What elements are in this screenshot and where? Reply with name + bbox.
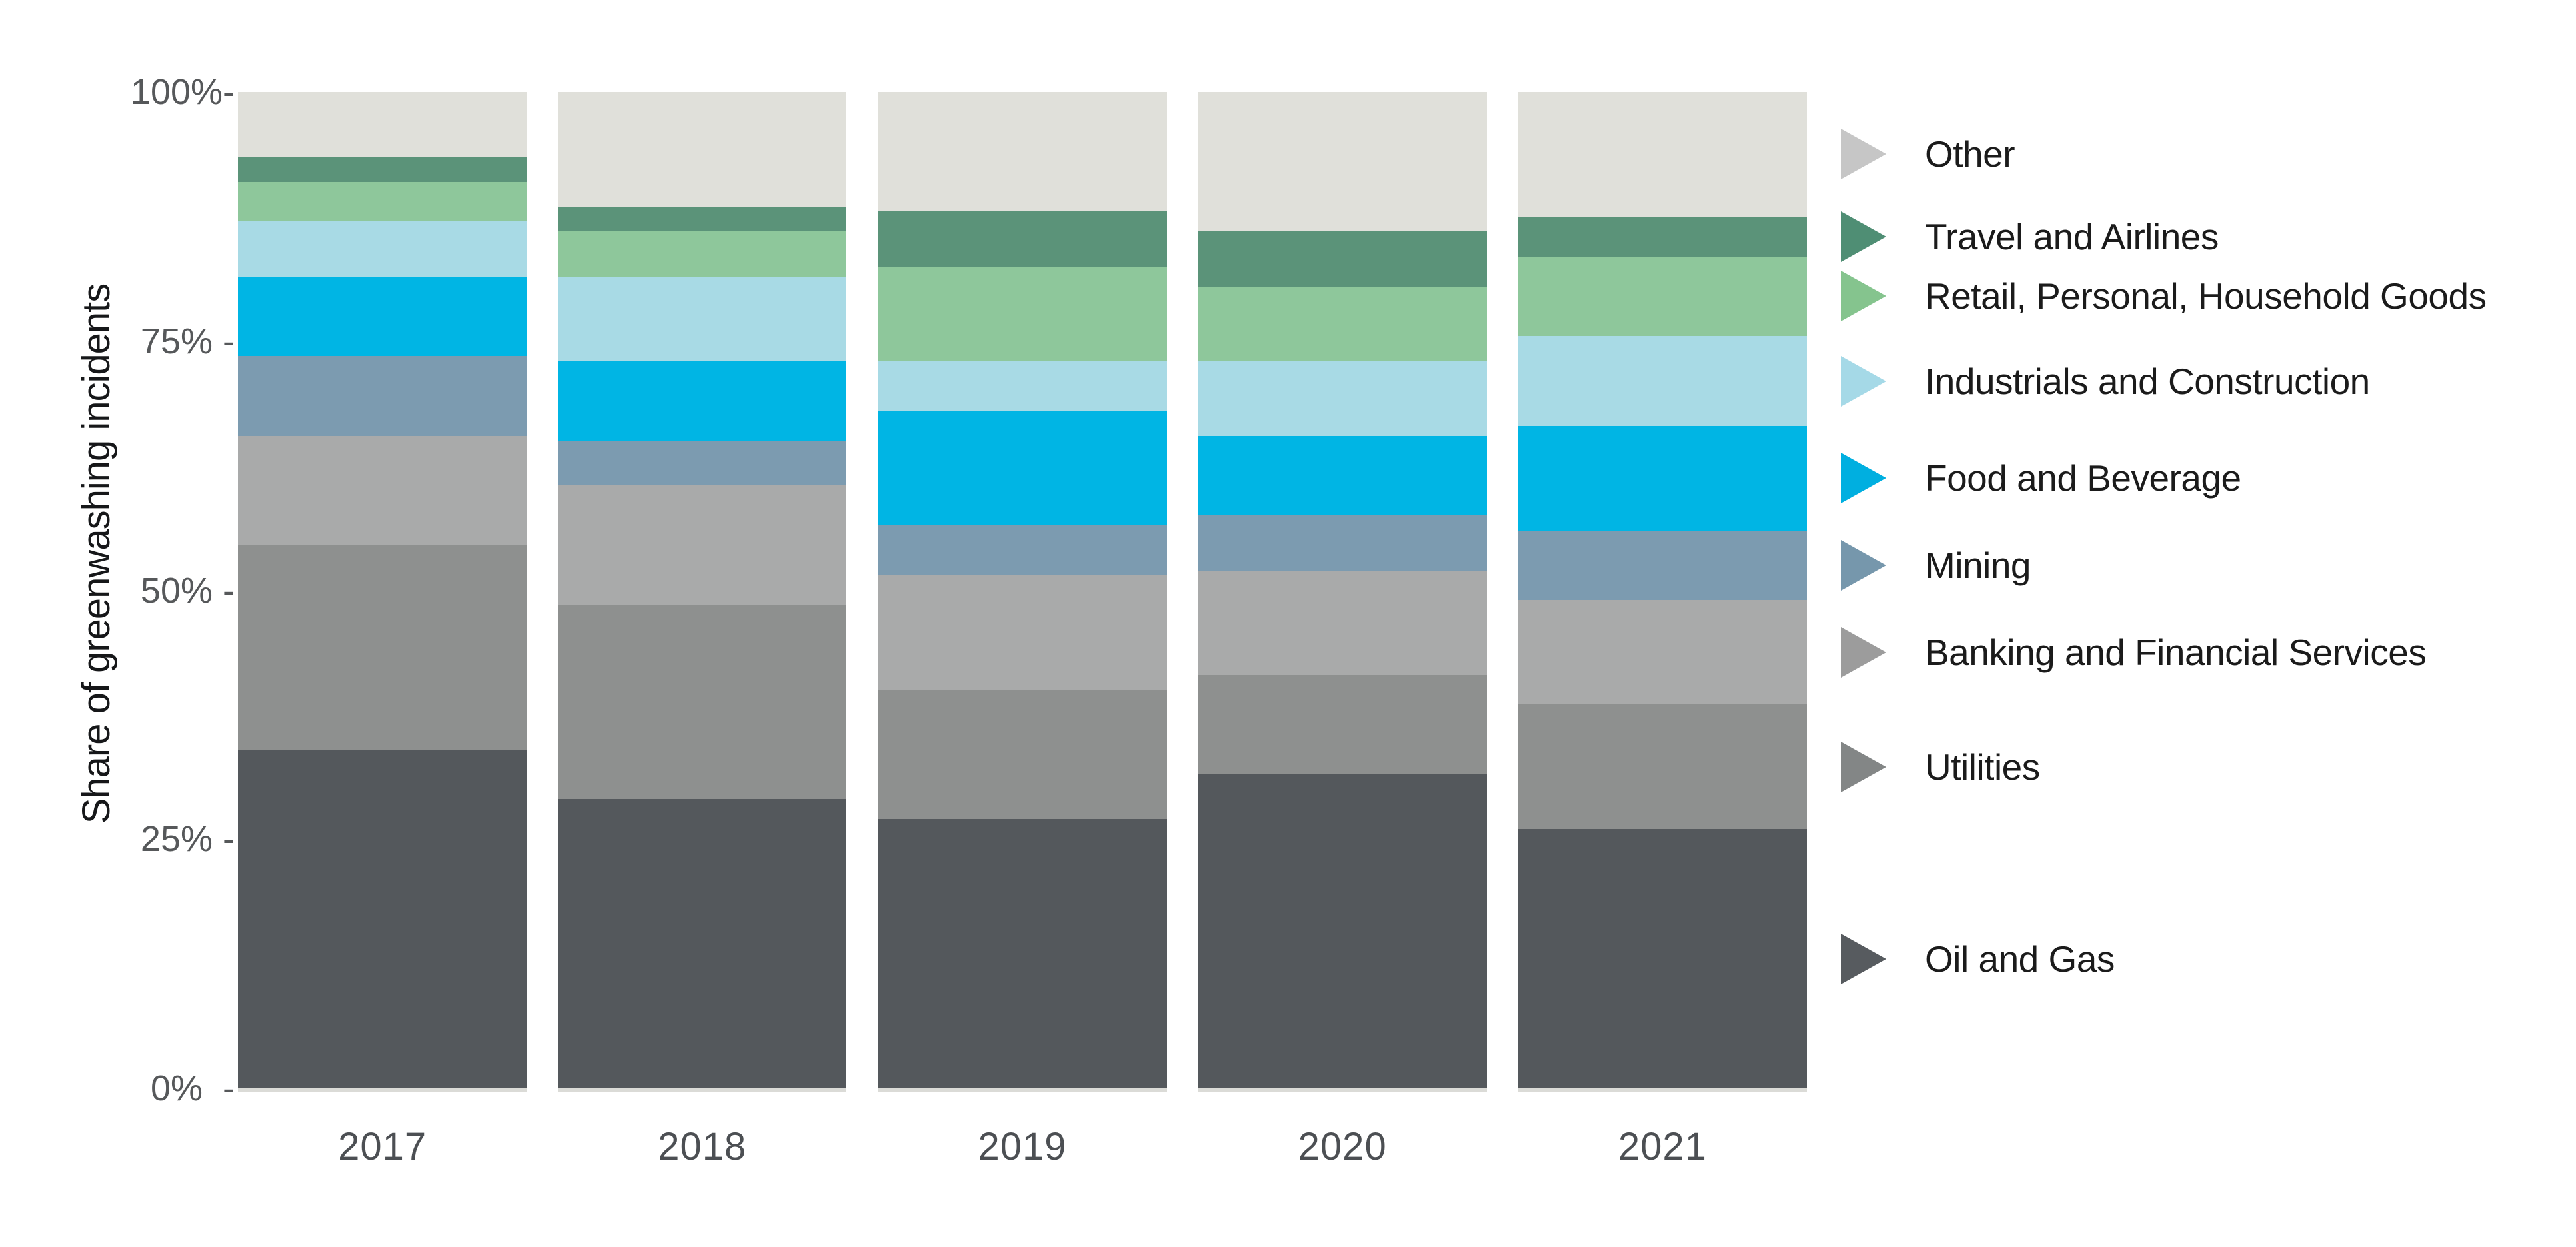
legend-item-banking-and-financial-services: Banking and Financial Services [1841,626,2427,678]
x-tick-label-2019: 2019 [978,1125,1067,1168]
segment-oil-and-gas-2020 [1198,774,1487,1088]
segment-food-and-beverage-2018 [558,361,847,441]
legend-label: Banking and Financial Services [1925,631,2427,673]
segment-retail-personal-household-goods-2021 [1518,256,1808,337]
legend-label: Travel and Airlines [1925,215,2219,257]
segment-oil-and-gas-2017 [238,749,527,1088]
legend-arrow-icon [1841,741,1886,792]
segment-utilities-2018 [558,605,847,800]
legend-item-utilities: Utilities [1841,741,2040,792]
segment-industrials-and-construction-2021 [1518,336,1808,426]
y-tick-label-0: 0% - [150,1068,235,1108]
segment-industrials-and-construction-2019 [878,361,1167,411]
legend-arrow-icon [1841,129,1886,180]
segment-mining-2017 [238,356,527,436]
segment-utilities-2019 [878,689,1167,820]
bar-2021 [1518,92,1808,1092]
segment-retail-personal-household-goods-2018 [558,231,847,277]
legend-arrow-icon [1841,626,1886,678]
legend-label: Industrials and Construction [1925,360,2370,402]
x-tick-label-2017: 2017 [338,1125,427,1168]
x-tick-label-2021: 2021 [1618,1125,1707,1168]
segment-food-and-beverage-2021 [1518,425,1808,531]
segment-industrials-and-construction-2018 [558,276,847,361]
legend-item-oil-and-gas: Oil and Gas [1841,933,2115,984]
segment-retail-personal-household-goods-2017 [238,181,527,222]
segment-mining-2019 [878,525,1167,576]
segment-oil-and-gas-2019 [878,819,1167,1088]
segment-banking-and-financial-services-2019 [878,575,1167,690]
legend-label: Retail, Personal, Household Goods [1925,275,2487,317]
legend-arrow-icon [1841,355,1886,407]
segment-travel-and-airlines-2018 [558,206,847,232]
x-tick-label-2018: 2018 [658,1125,747,1168]
bar-2018 [558,92,847,1092]
segment-travel-and-airlines-2017 [238,157,527,182]
segment-mining-2020 [1198,515,1487,571]
segment-other-2020 [1198,92,1487,232]
segment-travel-and-airlines-2019 [878,211,1167,267]
legend-label: Oil and Gas [1925,938,2115,980]
legend-label: Mining [1925,545,2031,587]
x-tick-label-2020: 2020 [1298,1125,1387,1168]
segment-oil-and-gas-2021 [1518,829,1808,1088]
segment-retail-personal-household-goods-2019 [878,266,1167,361]
segment-food-and-beverage-2020 [1198,435,1487,516]
segment-other-2018 [558,92,847,207]
segment-banking-and-financial-services-2017 [238,435,527,546]
legend-label: Utilities [1925,746,2040,788]
segment-travel-and-airlines-2020 [1198,231,1487,287]
bar-2019 [878,92,1167,1092]
legend-item-other: Other [1841,129,2015,180]
segment-utilities-2017 [238,545,527,750]
segment-banking-and-financial-services-2020 [1198,570,1487,675]
segment-food-and-beverage-2017 [238,276,527,357]
legend-arrow-icon [1841,211,1886,262]
segment-industrials-and-construction-2020 [1198,361,1487,436]
bar-2020 [1198,92,1487,1092]
legend-arrow-icon [1841,933,1886,984]
legend-label: Food and Beverage [1925,457,2241,499]
bar-2017 [238,92,527,1092]
y-tick-label-50: 50% - [140,570,235,611]
segment-mining-2018 [558,441,847,486]
segment-industrials-and-construction-2017 [238,221,527,277]
segment-utilities-2020 [1198,674,1487,775]
segment-other-2019 [878,92,1167,212]
segment-other-2017 [238,92,527,157]
plot-area [238,92,1808,1092]
legend-item-travel-and-airlines: Travel and Airlines [1841,211,2219,262]
legend-arrow-icon [1841,540,1886,591]
y-tick-label-25: 25% - [140,819,235,860]
segment-oil-and-gas-2018 [558,799,847,1088]
segment-retail-personal-household-goods-2020 [1198,286,1487,361]
y-tick-label-75: 75% - [140,321,235,361]
segment-other-2021 [1518,92,1808,217]
segment-utilities-2021 [1518,704,1808,830]
legend-item-mining: Mining [1841,540,2031,591]
segment-travel-and-airlines-2021 [1518,216,1808,257]
segment-food-and-beverage-2019 [878,411,1167,526]
legend-arrow-icon [1841,271,1886,322]
segment-banking-and-financial-services-2021 [1518,600,1808,705]
segment-banking-and-financial-services-2018 [558,485,847,605]
legend-label: Other [1925,133,2015,175]
segment-mining-2021 [1518,530,1808,601]
legend-item-industrials-and-construction: Industrials and Construction [1841,355,2370,407]
legend-arrow-icon [1841,453,1886,504]
legend-item-retail-personal-household-goods: Retail, Personal, Household Goods [1841,271,2487,322]
legend-item-food-and-beverage: Food and Beverage [1841,453,2241,504]
y-axis-title: Share of greenwashing incidents [75,283,118,824]
y-tick-label-100: 100%- [130,72,235,112]
